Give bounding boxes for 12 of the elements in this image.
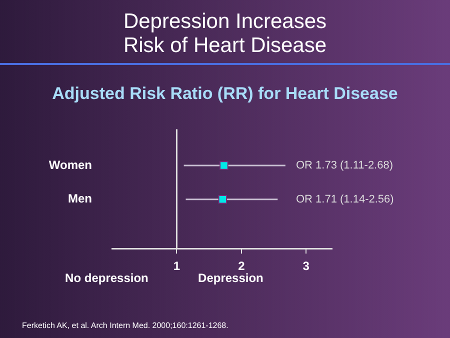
y-tick-label: Men [68, 192, 92, 206]
chart-title: Depression Increases Risk of Heart Disease [122, 10, 328, 58]
x-tick-label: 1 [173, 259, 180, 274]
text: Depression [198, 270, 264, 285]
data-label: OR 1.73 (1.11-2.68) [296, 160, 394, 172]
text: Ferketich AK, et al. Arch Intern Med. 2000;160:1261-1268. [22, 321, 228, 330]
y-tick-label: Women [48, 158, 92, 172]
chart-subtitle: Adjusted Risk Ratio (RR) for Heart Disease [51, 84, 399, 104]
x-tick-label: 3 [302, 259, 310, 274]
data-label: OR 1.71 (1.14-2.56) [296, 193, 394, 206]
x-tick-label: 2 [238, 259, 246, 274]
text: No depression [65, 270, 148, 285]
